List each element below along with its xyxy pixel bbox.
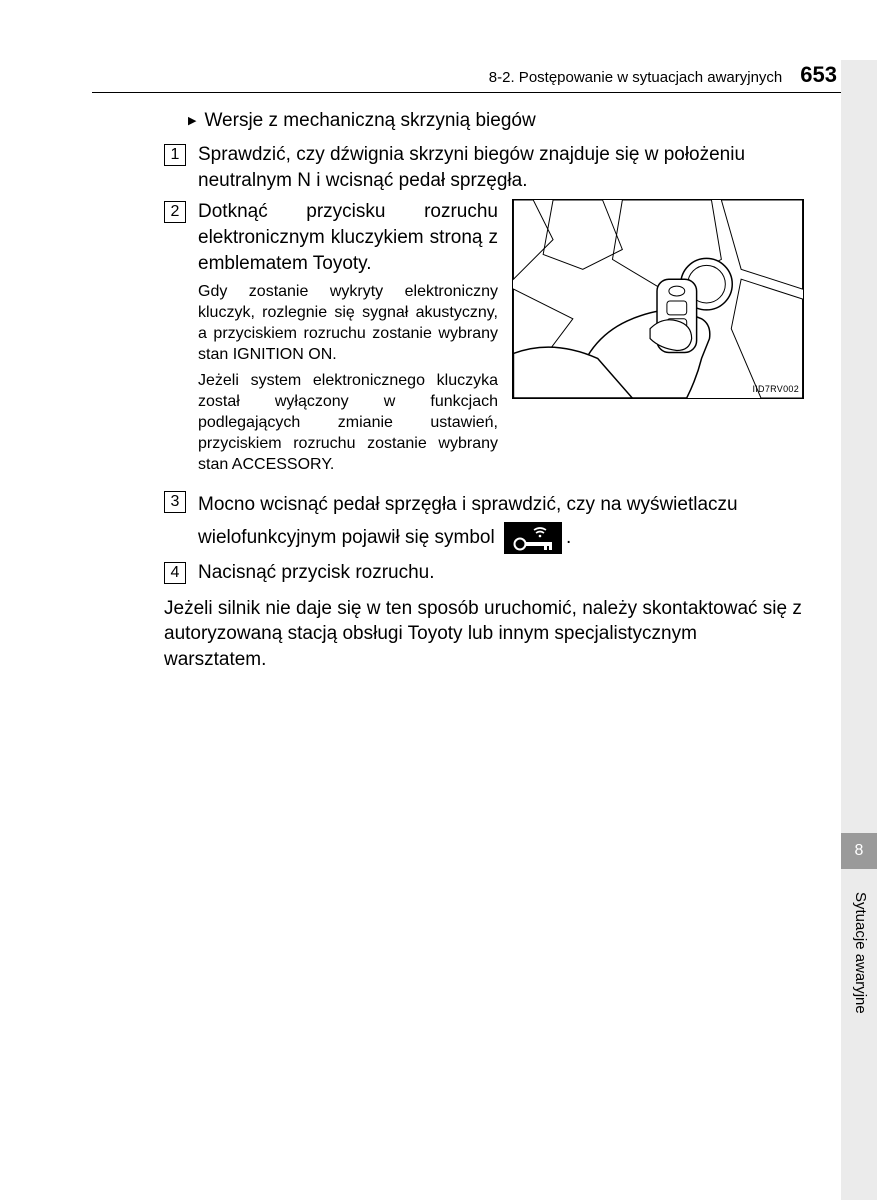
step-4-text: Nacisnąć przycisk rozruchu.: [198, 560, 804, 586]
step-3: 3 Mocno wcisnąć pedał sprzęgła i sprawdz…: [164, 489, 804, 554]
key-detected-icon: [504, 522, 562, 554]
content-area: Wersje z mechaniczną skrzynią biegów 1 S…: [164, 110, 804, 673]
figure-code: IID7RV002: [752, 383, 799, 395]
step-2: 2 Dotknąć przycisku rozruchu elektronicz…: [164, 199, 804, 481]
step-number-box: 3: [164, 491, 186, 513]
chapter-number: 8: [855, 842, 864, 860]
page-header: 8-2. Postępowanie w sytuacjach awaryjnyc…: [100, 62, 837, 96]
side-tab: [841, 60, 877, 1200]
step-2-text-column: Dotknąć przycisku rozruchu elektroniczny…: [198, 199, 498, 481]
step-2-main: Dotknąć przycisku rozruchu elektroniczny…: [198, 199, 498, 276]
step-3-text: Mocno wcisnąć pedał sprzęgła i sprawdzić…: [198, 489, 738, 554]
page-number: 653: [800, 62, 837, 88]
step-4: 4 Nacisnąć przycisk rozruchu.: [164, 560, 804, 586]
step-number-box: 2: [164, 201, 186, 223]
step-1-text: Sprawdzić, czy dźwignia skrzyni biegów z…: [198, 142, 804, 193]
chapter-title-vertical: Sytuacje awaryjne: [849, 892, 869, 1014]
step-3-line2b: .: [566, 527, 571, 548]
final-paragraph: Jeżeli silnik nie daje się w ten sposób …: [164, 596, 804, 673]
chapter-badge: 8: [841, 833, 877, 869]
step-number-box: 1: [164, 144, 186, 166]
manual-page: 8-2. Postępowanie w sytuacjach awaryjnyc…: [0, 0, 877, 1200]
step-3-line1: Mocno wcisnąć pedał sprzęgła i sprawdzić…: [198, 494, 738, 515]
header-rule: [92, 92, 841, 93]
section-label: 8-2. Postępowanie w sytuacjach awaryjnyc…: [489, 69, 782, 86]
step-1: 1 Sprawdzić, czy dźwignia skrzyni biegów…: [164, 142, 804, 193]
step-2-sub1: Gdy zostanie wykryty elektroniczny klucz…: [198, 282, 498, 365]
step-number-box: 4: [164, 562, 186, 584]
bullet-heading: Wersje z mechaniczną skrzynią biegów: [188, 110, 804, 132]
step-2-sub2: Jeżeli system elektronicznego kluczyka z…: [198, 371, 498, 475]
step-3-line2a: wielofunkcyjnym pojawił się symbol: [198, 527, 495, 548]
key-to-start-figure: IID7RV002: [512, 199, 804, 399]
